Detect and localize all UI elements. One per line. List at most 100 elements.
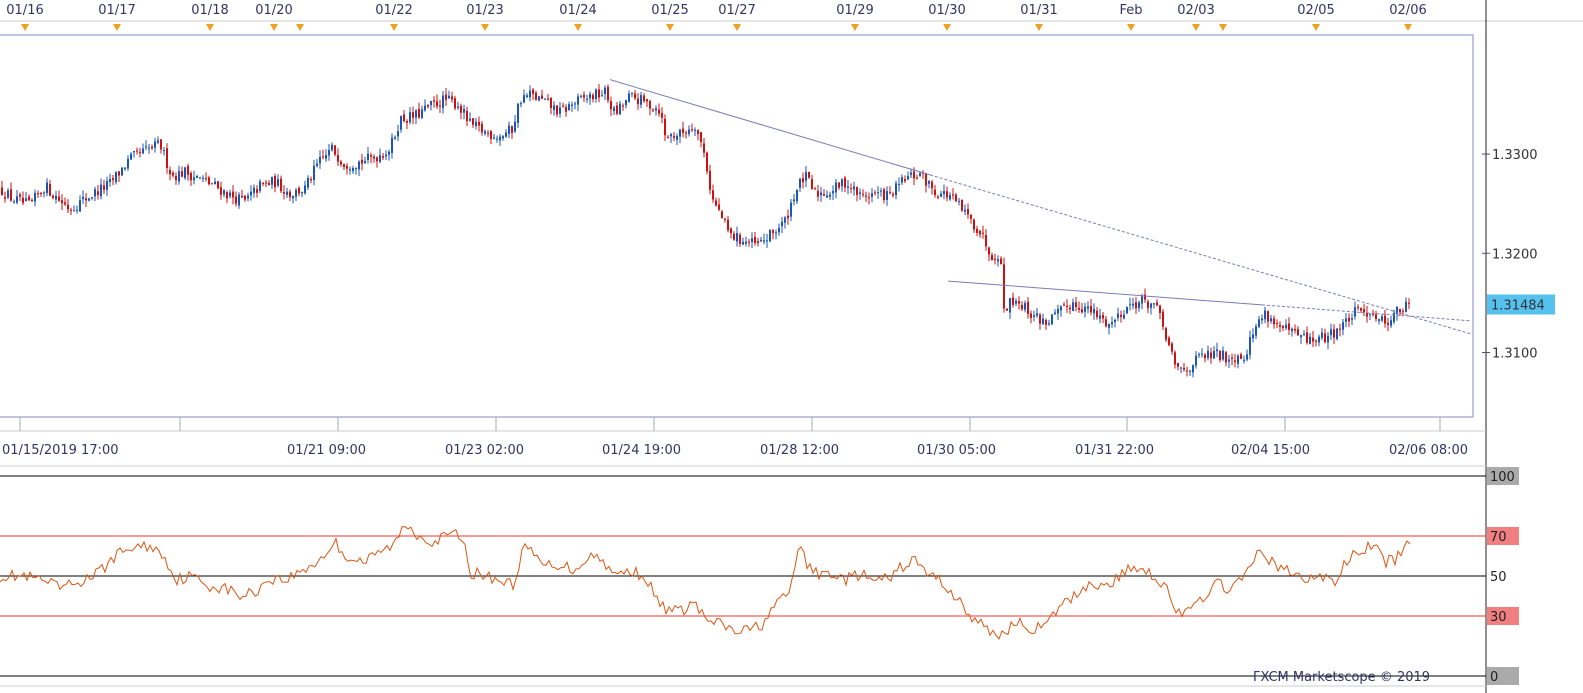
date-marker-triangle: [851, 24, 859, 31]
candle: [211, 182, 213, 185]
candle: [436, 94, 438, 109]
candle: [1171, 341, 1173, 355]
candle: [16, 189, 18, 205]
candle: [1066, 299, 1068, 313]
candle: [1270, 315, 1272, 324]
candle-body: [1093, 308, 1095, 314]
candle: [910, 168, 912, 179]
candle-body: [1408, 302, 1410, 304]
candle: [1, 180, 3, 196]
candle-body: [526, 95, 528, 97]
candle-body: [382, 156, 384, 158]
candle-body: [7, 190, 9, 198]
candle-body: [784, 217, 786, 223]
candle-body: [763, 240, 765, 242]
candle-body: [433, 100, 435, 102]
candle-body: [214, 181, 216, 185]
candle-body: [1177, 362, 1179, 367]
candle: [1264, 306, 1266, 324]
candle: [934, 184, 936, 198]
candle-body: [124, 167, 126, 170]
candle: [457, 101, 459, 110]
candle: [715, 197, 717, 207]
candle-body: [1252, 334, 1254, 339]
candle-body: [832, 191, 834, 194]
candle-body: [733, 233, 735, 240]
candle: [814, 186, 816, 190]
candle-body: [949, 195, 951, 200]
candle: [1123, 310, 1125, 320]
candle-body: [310, 179, 312, 181]
candle: [1063, 302, 1065, 306]
candle: [958, 198, 960, 206]
date-marker-triangle: [1312, 24, 1320, 31]
time-tick-label: 01/24 19:00: [602, 443, 681, 458]
candle: [751, 232, 753, 249]
candle: [727, 215, 729, 233]
candle: [706, 151, 708, 175]
candle-body: [163, 150, 165, 152]
candle: [289, 189, 291, 202]
candle-body: [334, 145, 336, 155]
candle-body: [355, 167, 357, 169]
candle-body: [82, 196, 84, 200]
candle-body: [340, 161, 342, 165]
candle: [106, 176, 108, 197]
candle-body: [1291, 328, 1293, 332]
candle: [1129, 297, 1131, 311]
candle: [1039, 312, 1041, 330]
candle-body: [928, 180, 930, 184]
candle-body: [1375, 314, 1377, 320]
candle-body: [1018, 301, 1020, 304]
candle: [931, 180, 933, 195]
candle-body: [1117, 313, 1119, 318]
candle: [472, 118, 474, 128]
candle: [943, 184, 945, 200]
candle: [778, 223, 780, 236]
candle: [1267, 310, 1269, 328]
trendline-upper-extension: [929, 174, 1471, 335]
candle: [502, 134, 504, 141]
candle-body: [1345, 318, 1347, 322]
candle-body: [1054, 312, 1056, 315]
candle: [43, 191, 45, 198]
candle-body: [265, 182, 267, 184]
candle: [832, 185, 834, 201]
candle-body: [805, 171, 807, 181]
candle: [1405, 297, 1407, 313]
candle-body: [514, 121, 516, 132]
candle-body: [955, 194, 957, 202]
candle: [388, 149, 390, 161]
candle: [865, 191, 867, 203]
candle: [1321, 327, 1323, 341]
top-date-label: 01/24: [559, 3, 596, 18]
candle-body: [1204, 354, 1206, 359]
candle: [862, 189, 864, 198]
candle: [1048, 319, 1050, 326]
candle: [526, 93, 528, 99]
candle: [733, 231, 735, 241]
candle-body: [292, 195, 294, 199]
candle-body: [175, 176, 177, 181]
candle: [469, 112, 471, 122]
candle-body: [1012, 297, 1014, 306]
candle-body: [79, 200, 81, 212]
candle: [712, 184, 714, 203]
candle: [901, 174, 903, 186]
candle-body: [1249, 337, 1251, 355]
candle-body: [301, 191, 303, 194]
time-tick-label: 01/23 02:00: [445, 443, 524, 458]
top-date-label: 01/31: [1020, 3, 1057, 18]
price-axis: 1.3300 1.3200 1.3100 1.31484: [1482, 0, 1555, 693]
candle: [1399, 308, 1401, 316]
candle: [322, 149, 324, 160]
candle-body: [700, 132, 702, 142]
candle: [10, 182, 12, 202]
candle: [1297, 326, 1299, 336]
candle: [541, 89, 543, 100]
candle-body: [4, 197, 6, 199]
candle: [1258, 315, 1260, 329]
candle-body: [1231, 357, 1233, 359]
time-tick-label: 01/15/2019 17:00: [2, 443, 119, 458]
candle-body: [562, 105, 564, 107]
